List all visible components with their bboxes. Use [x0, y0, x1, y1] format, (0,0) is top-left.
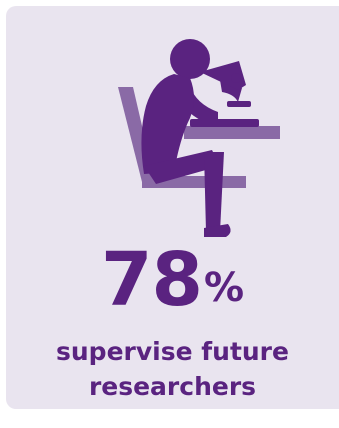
microscope-stage: [227, 101, 251, 107]
stat-caption-line-2: researchers: [6, 369, 339, 404]
table-top: [184, 126, 280, 139]
researcher-at-microscope-icon: [6, 6, 339, 246]
stat-number: 78: [101, 237, 202, 323]
stat-caption: supervise future researchers: [6, 334, 339, 404]
stat-card: 78% supervise future researchers: [6, 6, 339, 409]
microscope-base: [190, 119, 259, 127]
stat-unit: %: [204, 265, 244, 311]
person-shin: [204, 152, 224, 232]
person-head: [170, 39, 210, 79]
stat-caption-line-1: supervise future: [6, 334, 339, 369]
microscope-focus: [231, 73, 241, 83]
stat-value: 78%: [6, 238, 339, 322]
